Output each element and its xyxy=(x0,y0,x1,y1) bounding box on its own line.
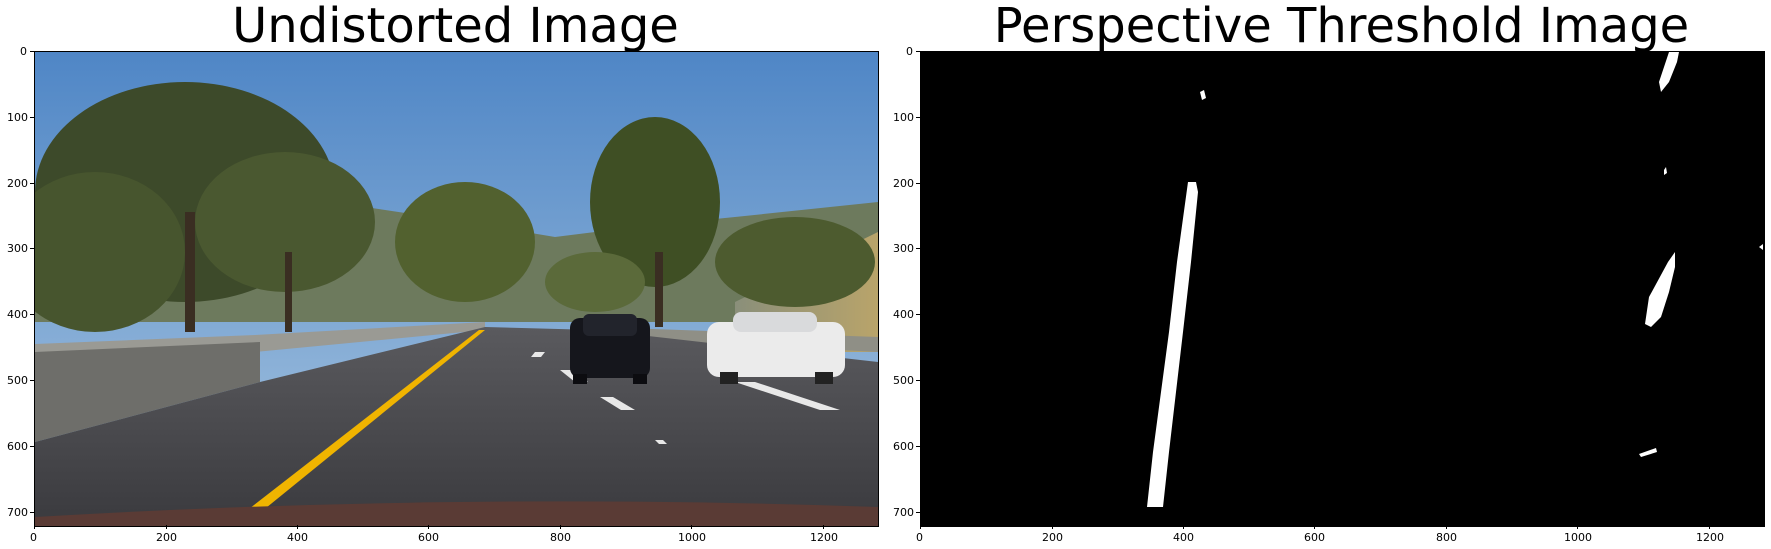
right-y-tick xyxy=(916,446,920,447)
left-x-tick xyxy=(297,525,298,529)
right-x-tick xyxy=(1709,525,1710,529)
right-x-tick-label: 800 xyxy=(1436,531,1457,544)
right-y-tick-label: 600 xyxy=(893,440,914,453)
left-x-tick xyxy=(823,525,824,529)
right-x-tick-label: 0 xyxy=(916,531,923,544)
left-x-tick xyxy=(428,525,429,529)
right-y-tick-label: 300 xyxy=(893,242,914,255)
left-x-tick-label: 400 xyxy=(287,531,308,544)
right-x-tick xyxy=(1577,525,1578,529)
left-y-tick xyxy=(30,248,34,249)
right-image-axes xyxy=(920,51,1765,527)
right-panel-title: Perspective Threshold Image xyxy=(993,0,1690,54)
right-x-tick-label: 1000 xyxy=(1564,531,1592,544)
perspective-threshold-image xyxy=(921,52,1764,526)
left-y-tick-label: 600 xyxy=(7,440,28,453)
left-y-tick xyxy=(30,380,34,381)
right-y-tick xyxy=(916,314,920,315)
right-x-tick xyxy=(1183,525,1184,529)
right-x-tick-label: 600 xyxy=(1304,531,1325,544)
left-y-tick xyxy=(30,183,34,184)
right-x-tick xyxy=(1314,525,1315,529)
right-y-tick xyxy=(916,117,920,118)
left-y-tick-label: 400 xyxy=(7,308,28,321)
left-y-tick-label: 200 xyxy=(7,177,28,190)
left-panel-title: Undistorted Image xyxy=(232,0,679,54)
right-x-tick-label: 200 xyxy=(1042,531,1063,544)
left-x-tick-label: 1200 xyxy=(810,531,838,544)
right-y-tick xyxy=(916,51,920,52)
left-y-tick-label: 0 xyxy=(20,45,27,58)
right-y-tick-label: 200 xyxy=(893,177,914,190)
right-y-tick-label: 500 xyxy=(893,374,914,387)
left-x-tick-label: 1000 xyxy=(678,531,706,544)
left-x-tick xyxy=(560,525,561,529)
left-y-tick xyxy=(30,512,34,513)
left-x-tick xyxy=(691,525,692,529)
left-y-tick-label: 700 xyxy=(7,506,28,519)
left-y-tick xyxy=(30,314,34,315)
right-x-tick-label: 1200 xyxy=(1696,531,1724,544)
left-y-tick-label: 300 xyxy=(7,242,28,255)
right-y-tick xyxy=(916,380,920,381)
right-y-tick-label: 0 xyxy=(906,45,913,58)
left-y-tick-label: 100 xyxy=(7,111,28,124)
left-x-tick-label: 0 xyxy=(30,531,37,544)
left-y-tick-label: 500 xyxy=(7,374,28,387)
right-y-tick xyxy=(916,183,920,184)
left-y-tick xyxy=(30,117,34,118)
undistorted-road-image xyxy=(35,52,878,526)
left-x-tick xyxy=(166,525,167,529)
left-x-tick-label: 800 xyxy=(550,531,571,544)
left-y-tick xyxy=(30,446,34,447)
right-x-tick xyxy=(920,525,921,529)
left-x-tick xyxy=(34,525,35,529)
right-x-tick-label: 400 xyxy=(1173,531,1194,544)
left-y-tick xyxy=(30,51,34,52)
right-y-tick-label: 400 xyxy=(893,308,914,321)
right-y-tick-label: 700 xyxy=(893,506,914,519)
right-y-tick xyxy=(916,512,920,513)
left-x-tick-label: 200 xyxy=(156,531,177,544)
left-image-axes xyxy=(34,51,879,527)
right-y-tick-label: 100 xyxy=(893,111,914,124)
right-x-tick xyxy=(1446,525,1447,529)
right-x-tick xyxy=(1052,525,1053,529)
left-x-tick-label: 600 xyxy=(418,531,439,544)
right-y-tick xyxy=(916,248,920,249)
